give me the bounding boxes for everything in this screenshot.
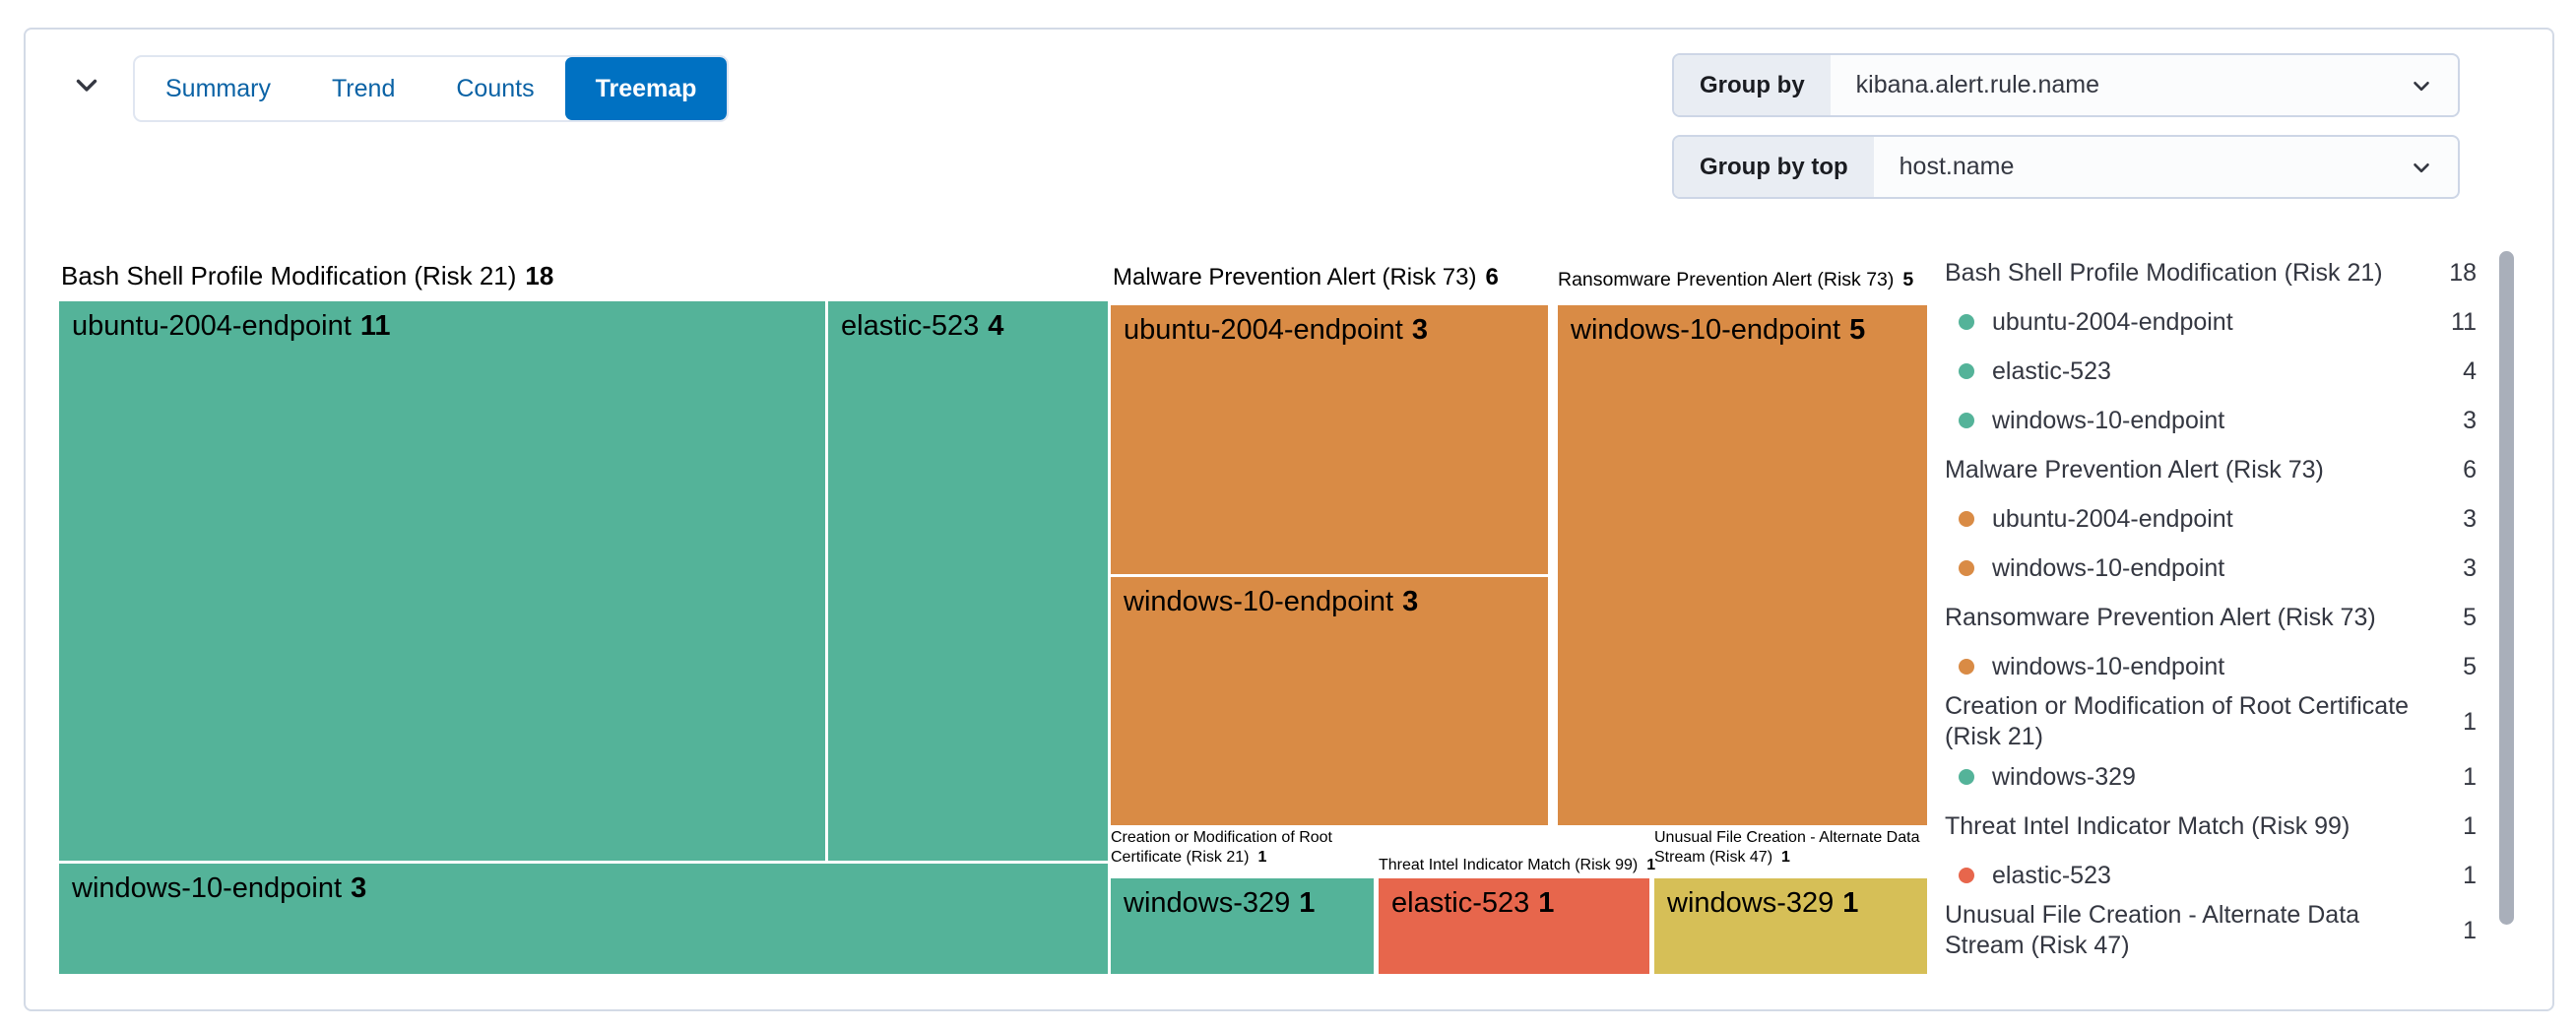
treemap-group-header: Ransomware Prevention Alert (Risk 73) 5 bbox=[1558, 269, 1914, 290]
group-by-top-label: Group by top bbox=[1674, 137, 1874, 197]
tab-treemap[interactable]: Treemap bbox=[564, 57, 728, 120]
treemap-group-header: Malware Prevention Alert (Risk 73) 6 bbox=[1113, 264, 1499, 290]
legend-item-row[interactable]: ubuntu-2004-endpoint 3 bbox=[1945, 494, 2477, 544]
legend-item-row[interactable]: elastic-523 4 bbox=[1945, 347, 2477, 396]
view-button-group: Summary Trend Counts Treemap bbox=[133, 55, 730, 122]
legend-header-row[interactable]: Bash Shell Profile Modification (Risk 21… bbox=[1945, 258, 2477, 287]
legend-dot bbox=[1959, 560, 1974, 576]
legend-item-row[interactable]: ubuntu-2004-endpoint 11 bbox=[1945, 297, 2477, 347]
legend-item-row[interactable]: windows-10-endpoint 5 bbox=[1945, 642, 2477, 691]
collapse-panel-button[interactable] bbox=[65, 63, 108, 106]
legend-item-row[interactable]: windows-329 1 bbox=[1945, 752, 2477, 802]
legend-item-row[interactable]: elastic-523 1 bbox=[1945, 851, 2477, 900]
legend-dot bbox=[1959, 769, 1974, 785]
treemap-chart: Bash Shell Profile Modification (Risk 21… bbox=[59, 251, 1927, 985]
legend-dot bbox=[1959, 511, 1974, 527]
tab-trend[interactable]: Trend bbox=[301, 57, 425, 120]
legend-dot bbox=[1959, 659, 1974, 675]
legend-header-row[interactable]: Malware Prevention Alert (Risk 73) 6 bbox=[1945, 455, 2477, 484]
legend-dot bbox=[1959, 314, 1974, 330]
group-by-top-select[interactable]: Group by top host.name bbox=[1672, 135, 2460, 199]
tab-summary[interactable]: Summary bbox=[135, 57, 301, 120]
legend-header-row[interactable]: Creation or Modification of Root Certifi… bbox=[1945, 692, 2477, 750]
group-by-select[interactable]: Group by kibana.alert.rule.name bbox=[1672, 53, 2460, 117]
chevron-down-icon bbox=[2414, 81, 2429, 91]
chevron-down-icon bbox=[2414, 162, 2429, 172]
legend-dot bbox=[1959, 363, 1974, 379]
treemap-group-header: Unusual File Creation - Alternate Data S… bbox=[1654, 829, 1920, 866]
legend-header-row[interactable]: Unusual File Creation - Alternate Data S… bbox=[1945, 901, 2477, 959]
legend-dot bbox=[1959, 413, 1974, 428]
legend-scrollbar-thumb[interactable] bbox=[2499, 251, 2514, 925]
legend-item-row[interactable]: windows-10-endpoint 3 bbox=[1945, 544, 2477, 593]
treemap-group-header: Creation or Modification of Root Certifi… bbox=[1111, 829, 1332, 866]
treemap-group-header: Bash Shell Profile Modification (Risk 21… bbox=[61, 261, 554, 290]
tab-counts[interactable]: Counts bbox=[425, 57, 564, 120]
treemap-tile-rootcert-windows329[interactable]: windows-329 1 bbox=[1111, 878, 1374, 974]
group-by-top-caret bbox=[2409, 137, 2458, 197]
group-by-top-value: host.name bbox=[1899, 153, 2015, 180]
legend-header-row[interactable]: Ransomware Prevention Alert (Risk 73) 5 bbox=[1945, 603, 2477, 631]
treemap-group-header: Threat Intel Indicator Match (Risk 99) 1 bbox=[1379, 857, 1656, 873]
group-by-label: Group by bbox=[1674, 55, 1831, 115]
treemap-tile-malware-windows10[interactable]: windows-10-endpoint 3 bbox=[1111, 577, 1548, 825]
treemap-tile-ransomware-windows10[interactable]: windows-10-endpoint 5 bbox=[1558, 305, 1927, 825]
treemap-legend: Bash Shell Profile Modification (Risk 21… bbox=[1945, 248, 2477, 961]
treemap-tile-bash-windows10[interactable]: windows-10-endpoint 3 bbox=[59, 864, 1108, 974]
treemap-tile-bash-elastic[interactable]: elastic-523 4 bbox=[828, 301, 1108, 861]
treemap-tile-malware-ubuntu[interactable]: ubuntu-2004-endpoint 3 bbox=[1111, 305, 1548, 574]
chevron-down-icon bbox=[76, 79, 97, 92]
group-by-value: kibana.alert.rule.name bbox=[1855, 71, 2100, 98]
treemap-tile-unusualfile-windows329[interactable]: windows-329 1 bbox=[1654, 878, 1927, 974]
legend-item-row[interactable]: windows-10-endpoint 3 bbox=[1945, 396, 2477, 445]
legend-dot bbox=[1959, 868, 1974, 883]
treemap-tile-threatintel-elastic[interactable]: elastic-523 1 bbox=[1379, 878, 1649, 974]
legend-header-row[interactable]: Threat Intel Indicator Match (Risk 99) 1 bbox=[1945, 811, 2477, 840]
group-by-caret bbox=[2409, 55, 2458, 115]
treemap-tile-bash-ubuntu[interactable]: ubuntu-2004-endpoint 11 bbox=[59, 301, 825, 861]
